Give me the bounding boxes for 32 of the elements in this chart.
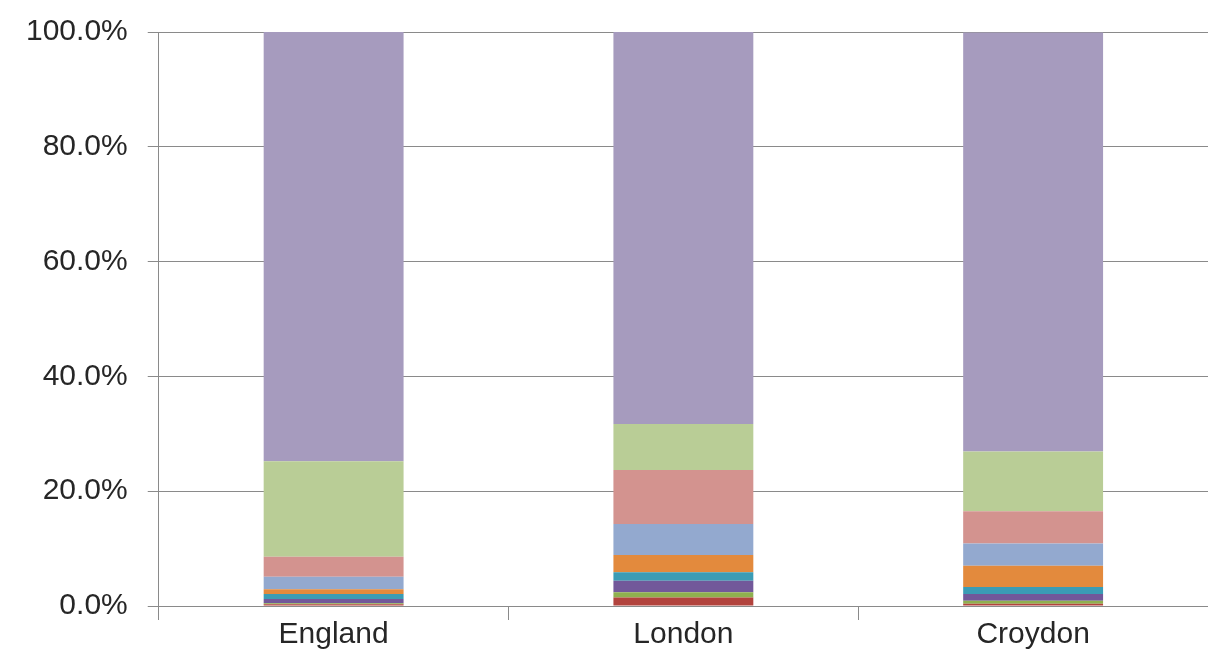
bar	[263, 461, 404, 557]
bar	[613, 597, 754, 606]
y-tick-label: 100.0%	[26, 13, 128, 47]
y-tick-label: 20.0%	[42, 472, 128, 506]
bar	[613, 523, 754, 555]
bar	[613, 554, 754, 573]
y-tick-label: 40.0%	[42, 357, 128, 391]
x-tick-label: England	[278, 616, 389, 650]
bar	[963, 593, 1104, 601]
bar	[963, 565, 1104, 588]
y-tick-label: 80.0%	[42, 128, 128, 162]
bar	[263, 593, 404, 600]
bar	[613, 572, 754, 581]
x-tick-label: London	[633, 616, 734, 650]
bar	[263, 576, 404, 590]
bar	[963, 451, 1104, 512]
bar	[963, 587, 1104, 594]
y-tick-label: 60.0%	[42, 242, 128, 276]
bar	[963, 511, 1104, 544]
bar	[263, 589, 404, 594]
bar	[963, 543, 1104, 566]
bar	[613, 469, 754, 524]
bar	[963, 32, 1104, 452]
bar	[613, 32, 754, 425]
bar	[263, 32, 404, 462]
x-tick-label: Croydon	[976, 616, 1090, 650]
bar	[613, 580, 754, 593]
y-tick-label: 0.0%	[59, 587, 128, 621]
bar	[263, 556, 404, 577]
bar	[613, 424, 754, 470]
bar	[613, 592, 754, 598]
bar	[263, 599, 404, 604]
